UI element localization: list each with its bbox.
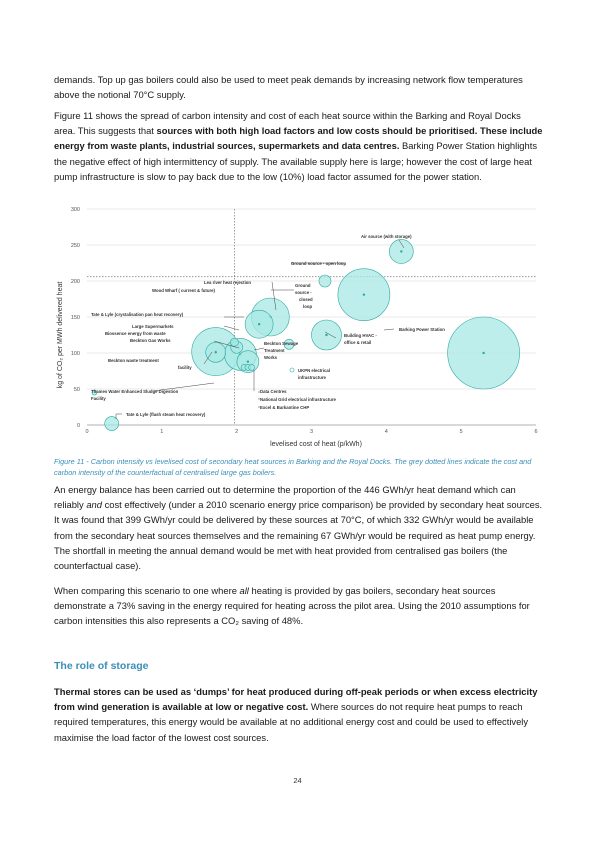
chart-annotation: Beckton Sewage — [264, 341, 299, 346]
leader-line — [203, 351, 213, 365]
chart-annotation: Facility — [91, 396, 106, 401]
paragraph-3-text-b: cost effectively (under a 2010 scenario … — [54, 499, 543, 572]
chart-annotation: Building HVAC - — [344, 333, 377, 338]
body-paragraph-1: demands. Top up gas boilers could also b… — [54, 74, 523, 101]
chart-annotation: UKPN electrical — [298, 368, 330, 373]
leader-line — [223, 325, 240, 331]
x-tick-label: 4 — [385, 429, 388, 435]
paragraph-5-text: Where sources do not require heat pumps … — [54, 701, 529, 743]
bubble: Thames Water Enhanced Sludge Digestion F… — [91, 389, 98, 396]
x-tick-label: 2 — [235, 429, 238, 435]
bubble-centre — [400, 250, 403, 253]
x-tick-label: 5 — [460, 429, 463, 435]
y-axis-label: kg of CO₂ per MWh delivered heat — [57, 282, 64, 389]
leader-line — [213, 340, 240, 349]
page-number: 24 — [293, 776, 302, 785]
leader-line — [324, 331, 337, 339]
bubble-centre — [214, 351, 217, 354]
leader-line — [152, 382, 215, 392]
bubble: UKPN electrical infrastructure — [283, 339, 295, 350]
bubble: Tate & Lyle (crystalisation pan heat rec… — [230, 337, 239, 347]
x-tick-label: 3 — [310, 429, 313, 435]
section-heading: The role of storage — [54, 660, 149, 672]
chart-labels: Air source (with storage) Ground source -… — [91, 234, 445, 417]
chart-annotation: Beckton waste treatment — [108, 358, 159, 363]
chart-annotation: infrastructure — [298, 375, 327, 380]
chart-annotation: Biossence energy from waste — [105, 331, 166, 336]
bubble-centre — [482, 351, 485, 355]
figure-caption: Figure 11 - Carbon intensity vs levelise… — [54, 457, 532, 477]
chart-annotation: Tate & Lyle (crystalisation pan heat rec… — [91, 312, 184, 317]
chart-annotation: Air source (with storage) — [361, 234, 412, 239]
body-paragraph-5: Thermal stores can be used as ‘dumps’ fo… — [54, 684, 544, 745]
paragraph-4-italic: all — [239, 585, 249, 596]
paragraph-2-bold: sources with both high load factors and … — [54, 125, 543, 152]
chart-annotation: Wood Wharf ( current & future) — [152, 288, 216, 293]
chart-annotation: source - — [295, 290, 312, 295]
paragraph-5-bold: Thermal stores can be used as ‘dumps’ fo… — [54, 686, 538, 713]
carbon-cost-chart: 0 50 100 150 200 250 300 0 1 2 3 4 5 6 Barking Power … — [57, 207, 538, 448]
chart-annotation: Barking Power Station — [399, 327, 445, 332]
chart-annotation: facility — [178, 365, 192, 370]
y-tick-label: 100 — [71, 351, 80, 357]
leader-line — [271, 281, 277, 311]
x-tick-label: 1 — [160, 429, 163, 435]
chart-annotation: Thames Water Enhanced Sludge Digestion — [91, 389, 179, 394]
chart-annotation: Ground — [295, 283, 311, 288]
y-tick-label: 200 — [71, 279, 80, 285]
chart-annotation: Ground source - open loop — [291, 261, 347, 266]
y-tick-label: 50 — [74, 387, 80, 393]
chart-axes: 0 50 100 150 200 250 300 0 1 2 3 4 5 6 — [71, 207, 538, 435]
chart-annotation: National Grid electrical infrastructure — [260, 397, 337, 402]
bubble-centre — [325, 333, 328, 337]
paragraph-2-text-a: Figure 11 shows the spread of carbon int… — [54, 110, 521, 137]
leader-line — [398, 239, 405, 249]
y-tick-label: 300 — [71, 207, 80, 213]
bubble: Tate & Lyle (flash steam heat recovery) — [104, 416, 119, 431]
y-tick-label: 150 — [71, 315, 80, 321]
chart-leader-lines — [115, 239, 405, 419]
bubble: Excel & Barkantine CHP — [248, 364, 255, 371]
x-axis-label: levelised cost of heat (p/kWh) — [270, 441, 362, 448]
chart-annotation: closed — [299, 297, 313, 302]
bubble-centre — [362, 293, 366, 296]
leader-line — [253, 347, 265, 351]
chart-annotation: Treatment — [264, 348, 285, 353]
y-tick-label: 250 — [71, 243, 80, 249]
chart-annotation: Tate & Lyle (flash steam heat recovery) — [126, 412, 206, 417]
body-paragraph-3: An energy balance has been carried out t… — [54, 482, 544, 573]
chart-bubbles: Barking Power Station Ground source - ope… — [91, 239, 520, 431]
paragraph-4-text-a: When comparing this scenario to one wher… — [54, 585, 240, 596]
paragraph-2-text-b: Barking Power Station highlights the neg… — [54, 140, 538, 182]
chart-annotation: Beckton Gas Works — [130, 338, 171, 343]
chart-annotation: Large Supermarkets — [132, 324, 174, 329]
bubble-centre — [246, 360, 250, 363]
chart-annotation: office & retail — [344, 340, 371, 345]
x-tick-label: 6 — [534, 429, 537, 435]
chart-annotation: Data Centres — [260, 389, 287, 394]
chart-annotation: loop — [303, 304, 312, 309]
chart-annotation: Excel & Barkantine CHP — [260, 405, 309, 410]
body-paragraph-2: Figure 11 shows the spread of carbon int… — [54, 108, 544, 184]
chart-annotation: Lea river heat rejection — [204, 280, 251, 285]
chart-annotation: Works — [264, 355, 278, 360]
bubble: Ground source - closed loop — [318, 274, 332, 288]
x-tick-label: 0 — [85, 429, 88, 435]
paragraph-3-text-a: An energy balance has been carried out t… — [54, 484, 516, 511]
legend-marker — [289, 367, 295, 373]
leader-line — [383, 328, 395, 331]
paragraph-4-text-b: heating is provided by gas boilers, seco… — [54, 585, 530, 627]
bubble-centre — [257, 323, 261, 326]
body-paragraph-4: When comparing this scenario to one wher… — [54, 583, 544, 629]
y-tick-label: 0 — [77, 423, 80, 429]
paragraph-3-italic: and — [86, 499, 102, 511]
